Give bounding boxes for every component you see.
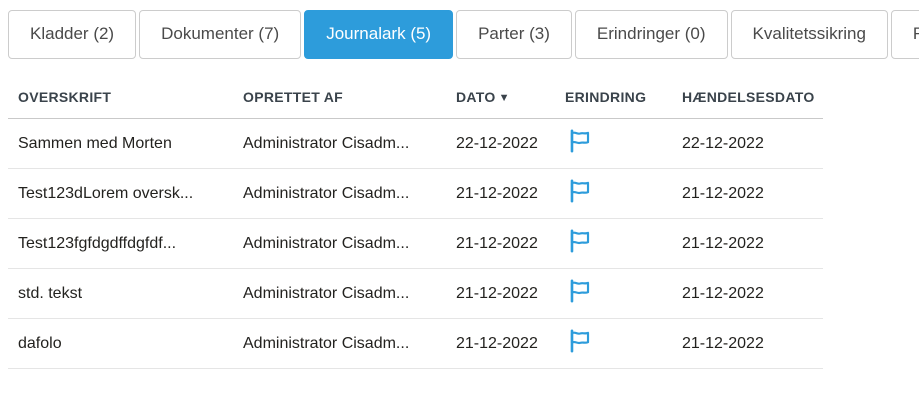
dato-cell: 21-12-2022 — [446, 168, 555, 220]
tab-dokumenter[interactable]: Dokumenter (7) — [139, 10, 302, 60]
table-row[interactable]: std. tekst Administrator Cisadm... 21-12… — [8, 268, 823, 320]
overskrift-cell: Test123dLorem oversk... — [8, 168, 233, 220]
erindring-cell — [555, 218, 672, 270]
oprettet-af-cell: Administrator Cisadm... — [233, 118, 446, 170]
column-header-haendelsesdato[interactable]: HÆNDELSESDATO — [672, 81, 823, 120]
erindring-cell — [555, 118, 672, 170]
flag-icon[interactable] — [567, 278, 593, 304]
overskrift-cell: Test123fgfdgdffdgfdf... — [8, 218, 233, 270]
flag-icon[interactable] — [567, 128, 593, 154]
column-header-dato-label: DATO — [456, 89, 496, 106]
overskrift-cell: std. tekst — [8, 268, 233, 320]
haendelsesdato-cell: 21-12-2022 — [672, 218, 823, 270]
dato-cell: 21-12-2022 — [446, 318, 555, 370]
erindring-cell — [555, 268, 672, 320]
oprettet-af-cell: Administrator Cisadm... — [233, 218, 446, 270]
tab-erindringer[interactable]: Erindringer (0) — [574, 10, 728, 60]
haendelsesdato-cell: 22-12-2022 — [672, 118, 823, 170]
dato-cell: 21-12-2022 — [446, 218, 555, 270]
overskrift-cell: dafolo — [8, 318, 233, 370]
haendelsesdato-cell: 21-12-2022 — [672, 168, 823, 220]
column-header-erindring[interactable]: ERINDRING — [555, 81, 672, 120]
table-header-row: OVERSKRIFT OPRETTET AF DATO ▼ ERINDRING H… — [8, 81, 823, 120]
column-header-dato[interactable]: DATO ▼ — [446, 81, 555, 120]
journalark-table: OVERSKRIFT OPRETTET AF DATO ▼ ERINDRING H… — [8, 81, 823, 370]
flag-icon[interactable] — [567, 178, 593, 204]
sort-descending-icon: ▼ — [498, 92, 510, 105]
flag-icon[interactable] — [567, 328, 593, 354]
haendelsesdato-cell: 21-12-2022 — [672, 318, 823, 370]
tab-parter[interactable]: Parter (3) — [456, 10, 572, 60]
dato-cell: 21-12-2022 — [446, 268, 555, 320]
erindring-cell — [555, 318, 672, 370]
overskrift-cell: Sammen med Morten — [8, 118, 233, 170]
oprettet-af-cell: Administrator Cisadm... — [233, 318, 446, 370]
table-row[interactable]: Sammen med Morten Administrator Cisadm..… — [8, 118, 823, 170]
tab-relaterede-sager[interactable]: Relaterede sager (2) — [890, 10, 919, 60]
tab-kvalitetssikring[interactable]: Kvalitetssikring — [730, 10, 888, 60]
table-row[interactable]: Test123dLorem oversk... Administrator Ci… — [8, 168, 823, 220]
haendelsesdato-cell: 21-12-2022 — [672, 268, 823, 320]
tab-kladder[interactable]: Kladder (2) — [8, 10, 137, 60]
dato-cell: 22-12-2022 — [446, 118, 555, 170]
oprettet-af-cell: Administrator Cisadm... — [233, 268, 446, 320]
column-header-overskrift[interactable]: OVERSKRIFT — [8, 81, 233, 120]
column-header-oprettet-af[interactable]: OPRETTET AF — [233, 81, 446, 120]
flag-icon[interactable] — [567, 228, 593, 254]
erindring-cell — [555, 168, 672, 220]
tab-journalark[interactable]: Journalark (5) — [304, 10, 454, 60]
table-row[interactable]: Test123fgfdgdffdgfdf... Administrator Ci… — [8, 218, 823, 270]
tab-bar: Kladder (2) Dokumenter (7) Journalark (5… — [0, 0, 919, 60]
table-row[interactable]: dafolo Administrator Cisadm... 21-12-202… — [8, 318, 823, 370]
oprettet-af-cell: Administrator Cisadm... — [233, 168, 446, 220]
